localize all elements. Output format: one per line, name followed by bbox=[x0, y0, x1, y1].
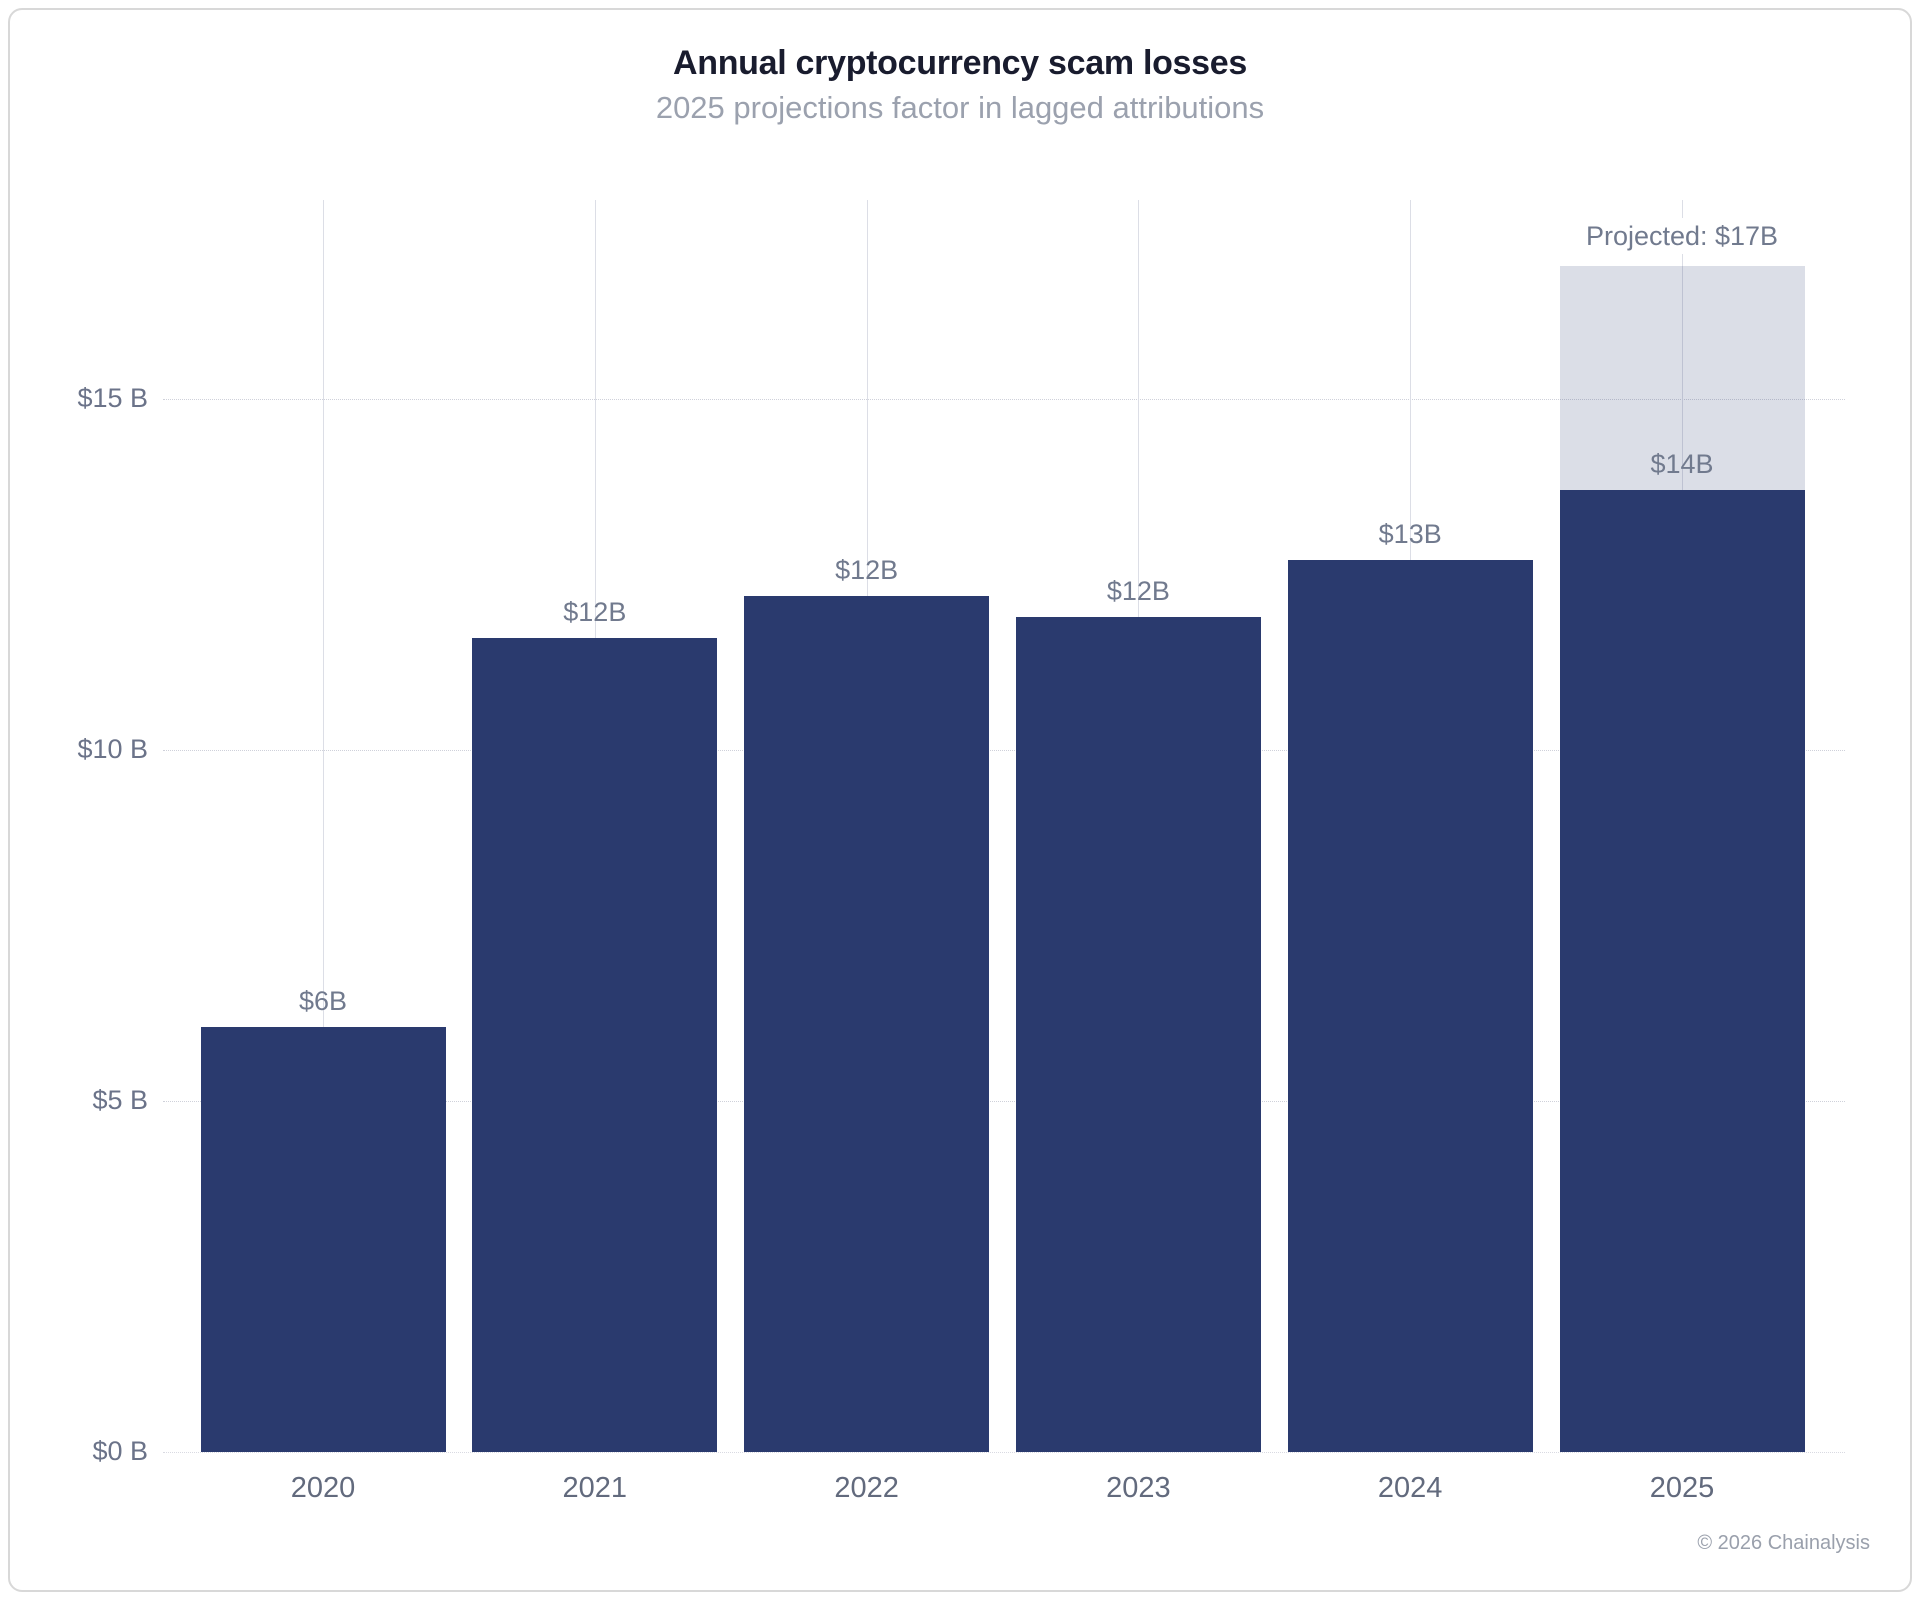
bar-2021 bbox=[472, 637, 718, 1452]
y-axis-tick-label: $5 B bbox=[92, 1085, 148, 1115]
bar-2024 bbox=[1287, 560, 1533, 1452]
bar-2022 bbox=[744, 595, 990, 1452]
x-gridline-2020 bbox=[323, 200, 324, 1452]
bar-2023 bbox=[1015, 616, 1261, 1452]
bar-value-label-2025: $14B bbox=[1650, 449, 1714, 480]
x-axis-label-2024: 2024 bbox=[1377, 1472, 1443, 1504]
y-axis-tick-label: $15 B bbox=[77, 383, 148, 413]
y-axis-tick-label: $0 B bbox=[92, 1436, 148, 1466]
y-gridline-15 bbox=[163, 399, 1845, 400]
bar-2020 bbox=[200, 1027, 446, 1452]
bar-value-label-2024: $13B bbox=[1378, 519, 1442, 550]
x-axis-label-2021: 2021 bbox=[562, 1472, 628, 1504]
chart-title: Annual cryptocurrency scam losses bbox=[672, 44, 1247, 82]
bar-value-label-2021: $12B bbox=[563, 596, 627, 627]
chart-subtitle: 2025 projections factor in lagged attrib… bbox=[655, 90, 1265, 125]
projected-total-label: Projected: $17B bbox=[1512, 217, 1852, 254]
x-axis-label-2025: 2025 bbox=[1649, 1472, 1715, 1504]
footer-credit: © 2026 Chainalysis bbox=[1697, 1532, 1870, 1554]
bar-2025 bbox=[1559, 490, 1805, 1452]
bar-projected-2025 bbox=[1559, 265, 1805, 491]
bar-value-label-2020: $6B bbox=[298, 986, 348, 1017]
bar-value-label-2023: $12B bbox=[1106, 575, 1170, 606]
y-axis-tick-label: $10 B bbox=[77, 734, 148, 764]
x-axis-label-2020: 2020 bbox=[290, 1472, 356, 1504]
x-axis-label-2023: 2023 bbox=[1106, 1472, 1171, 1504]
bar-value-label-2022: $12B bbox=[835, 554, 899, 585]
y-gridline-10 bbox=[163, 750, 1845, 751]
y-gridline-0 bbox=[163, 1452, 1845, 1453]
y-gridline-5 bbox=[163, 1101, 1845, 1102]
x-axis-label-2022: 2022 bbox=[834, 1472, 899, 1504]
